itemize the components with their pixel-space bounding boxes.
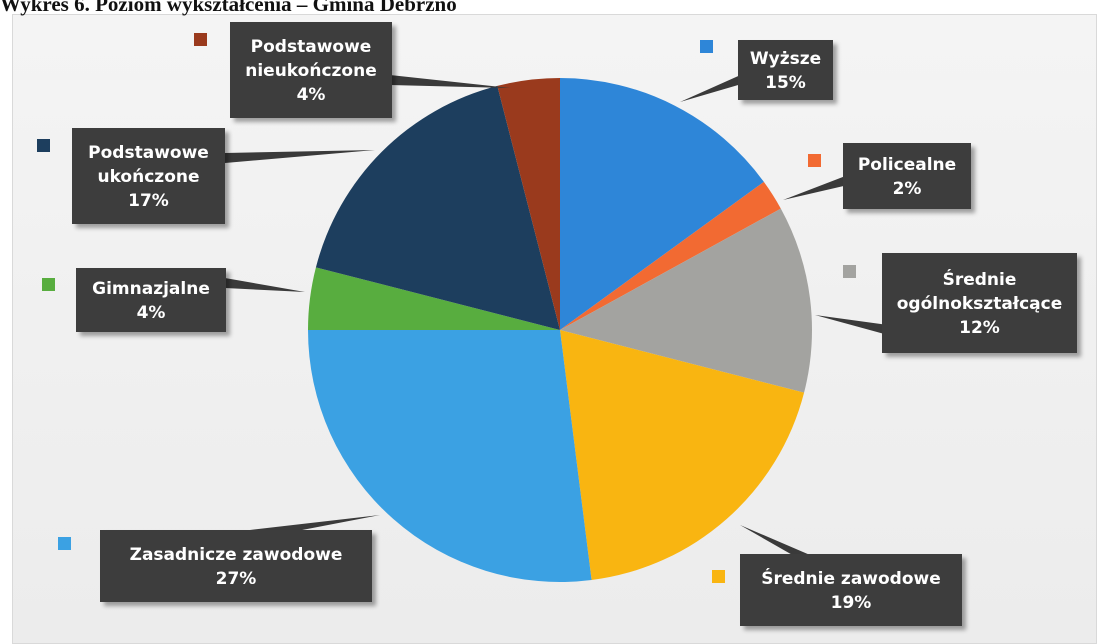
leader-line: [815, 315, 888, 335]
data-label-text: 4%: [297, 85, 326, 105]
data-label-box: [72, 128, 225, 224]
leader-line: [680, 73, 745, 102]
data-label-box: [882, 253, 1077, 353]
data-label-text: 27%: [216, 569, 257, 589]
data-label-text: nieukończone: [245, 61, 376, 81]
pie-slices: [308, 78, 812, 582]
pie-slice: [308, 267, 560, 330]
data-label-box: [740, 554, 962, 626]
chart-heading: Wykres 6. Poziom wykształcenia – Gmina D…: [0, 0, 457, 16]
leader-line: [225, 278, 305, 292]
data-label-text: 17%: [128, 191, 169, 211]
data-label-text: Policealne: [858, 155, 956, 175]
pie-slice: [560, 78, 764, 330]
legend-swatch: [58, 537, 71, 550]
data-label-box: [230, 22, 392, 118]
data-label-text: Średnie: [943, 268, 1017, 290]
leader-line: [225, 150, 375, 163]
data-label-text: Wyższe: [750, 49, 821, 69]
legend-swatch: [42, 278, 55, 291]
legend-swatch: [843, 265, 856, 278]
legend-swatch: [194, 33, 207, 46]
legend-swatch: [712, 570, 725, 583]
data-label-text: Zasadnicze zawodowe: [130, 545, 343, 565]
legend-swatch: [808, 154, 821, 167]
data-label-box: [100, 530, 372, 602]
data-label-box: [76, 268, 226, 332]
pie-slice: [308, 330, 592, 582]
leader-line: [783, 175, 848, 200]
data-label-text: 15%: [765, 73, 806, 93]
leader-line: [390, 75, 510, 88]
data-label-text: Średnie zawodowe: [761, 567, 941, 589]
pie-slice: [497, 78, 560, 330]
data-label-text: Podstawowe: [251, 37, 372, 57]
data-label-text: Gimnazjalne: [92, 279, 210, 299]
data-label-text: 4%: [137, 303, 166, 323]
legend-swatch: [700, 40, 713, 53]
pie-slice: [560, 208, 812, 393]
data-label-text: 2%: [893, 179, 922, 199]
pie-slice: [560, 181, 781, 330]
legend-swatch: [37, 139, 50, 152]
pie-slice: [560, 330, 805, 581]
pie-labels: Wyższe 15% Policealne 2% Średnie ogólnokształ…: [37, 22, 1077, 626]
pie-slice: [315, 85, 560, 330]
data-label-text: 12%: [959, 318, 1000, 338]
data-label-box: [738, 40, 833, 100]
data-label-text: ukończone: [97, 167, 199, 187]
data-label-box: [843, 143, 971, 209]
data-label-text: ogólnokształcące: [897, 294, 1063, 314]
data-label-text: 19%: [831, 593, 872, 613]
data-label-text: Podstawowe: [88, 143, 209, 163]
